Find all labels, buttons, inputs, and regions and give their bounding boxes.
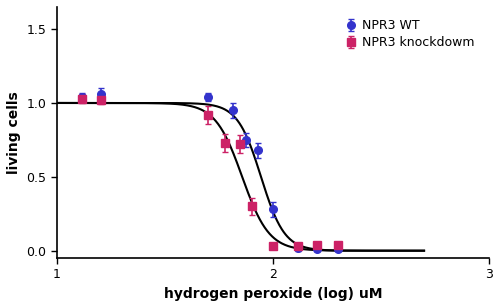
Y-axis label: living cells: living cells	[7, 91, 21, 174]
X-axis label: hydrogen peroxide (log) uM: hydrogen peroxide (log) uM	[164, 287, 382, 301]
Legend: NPR3 WT, NPR3 knockdowm: NPR3 WT, NPR3 knockdowm	[341, 16, 478, 53]
